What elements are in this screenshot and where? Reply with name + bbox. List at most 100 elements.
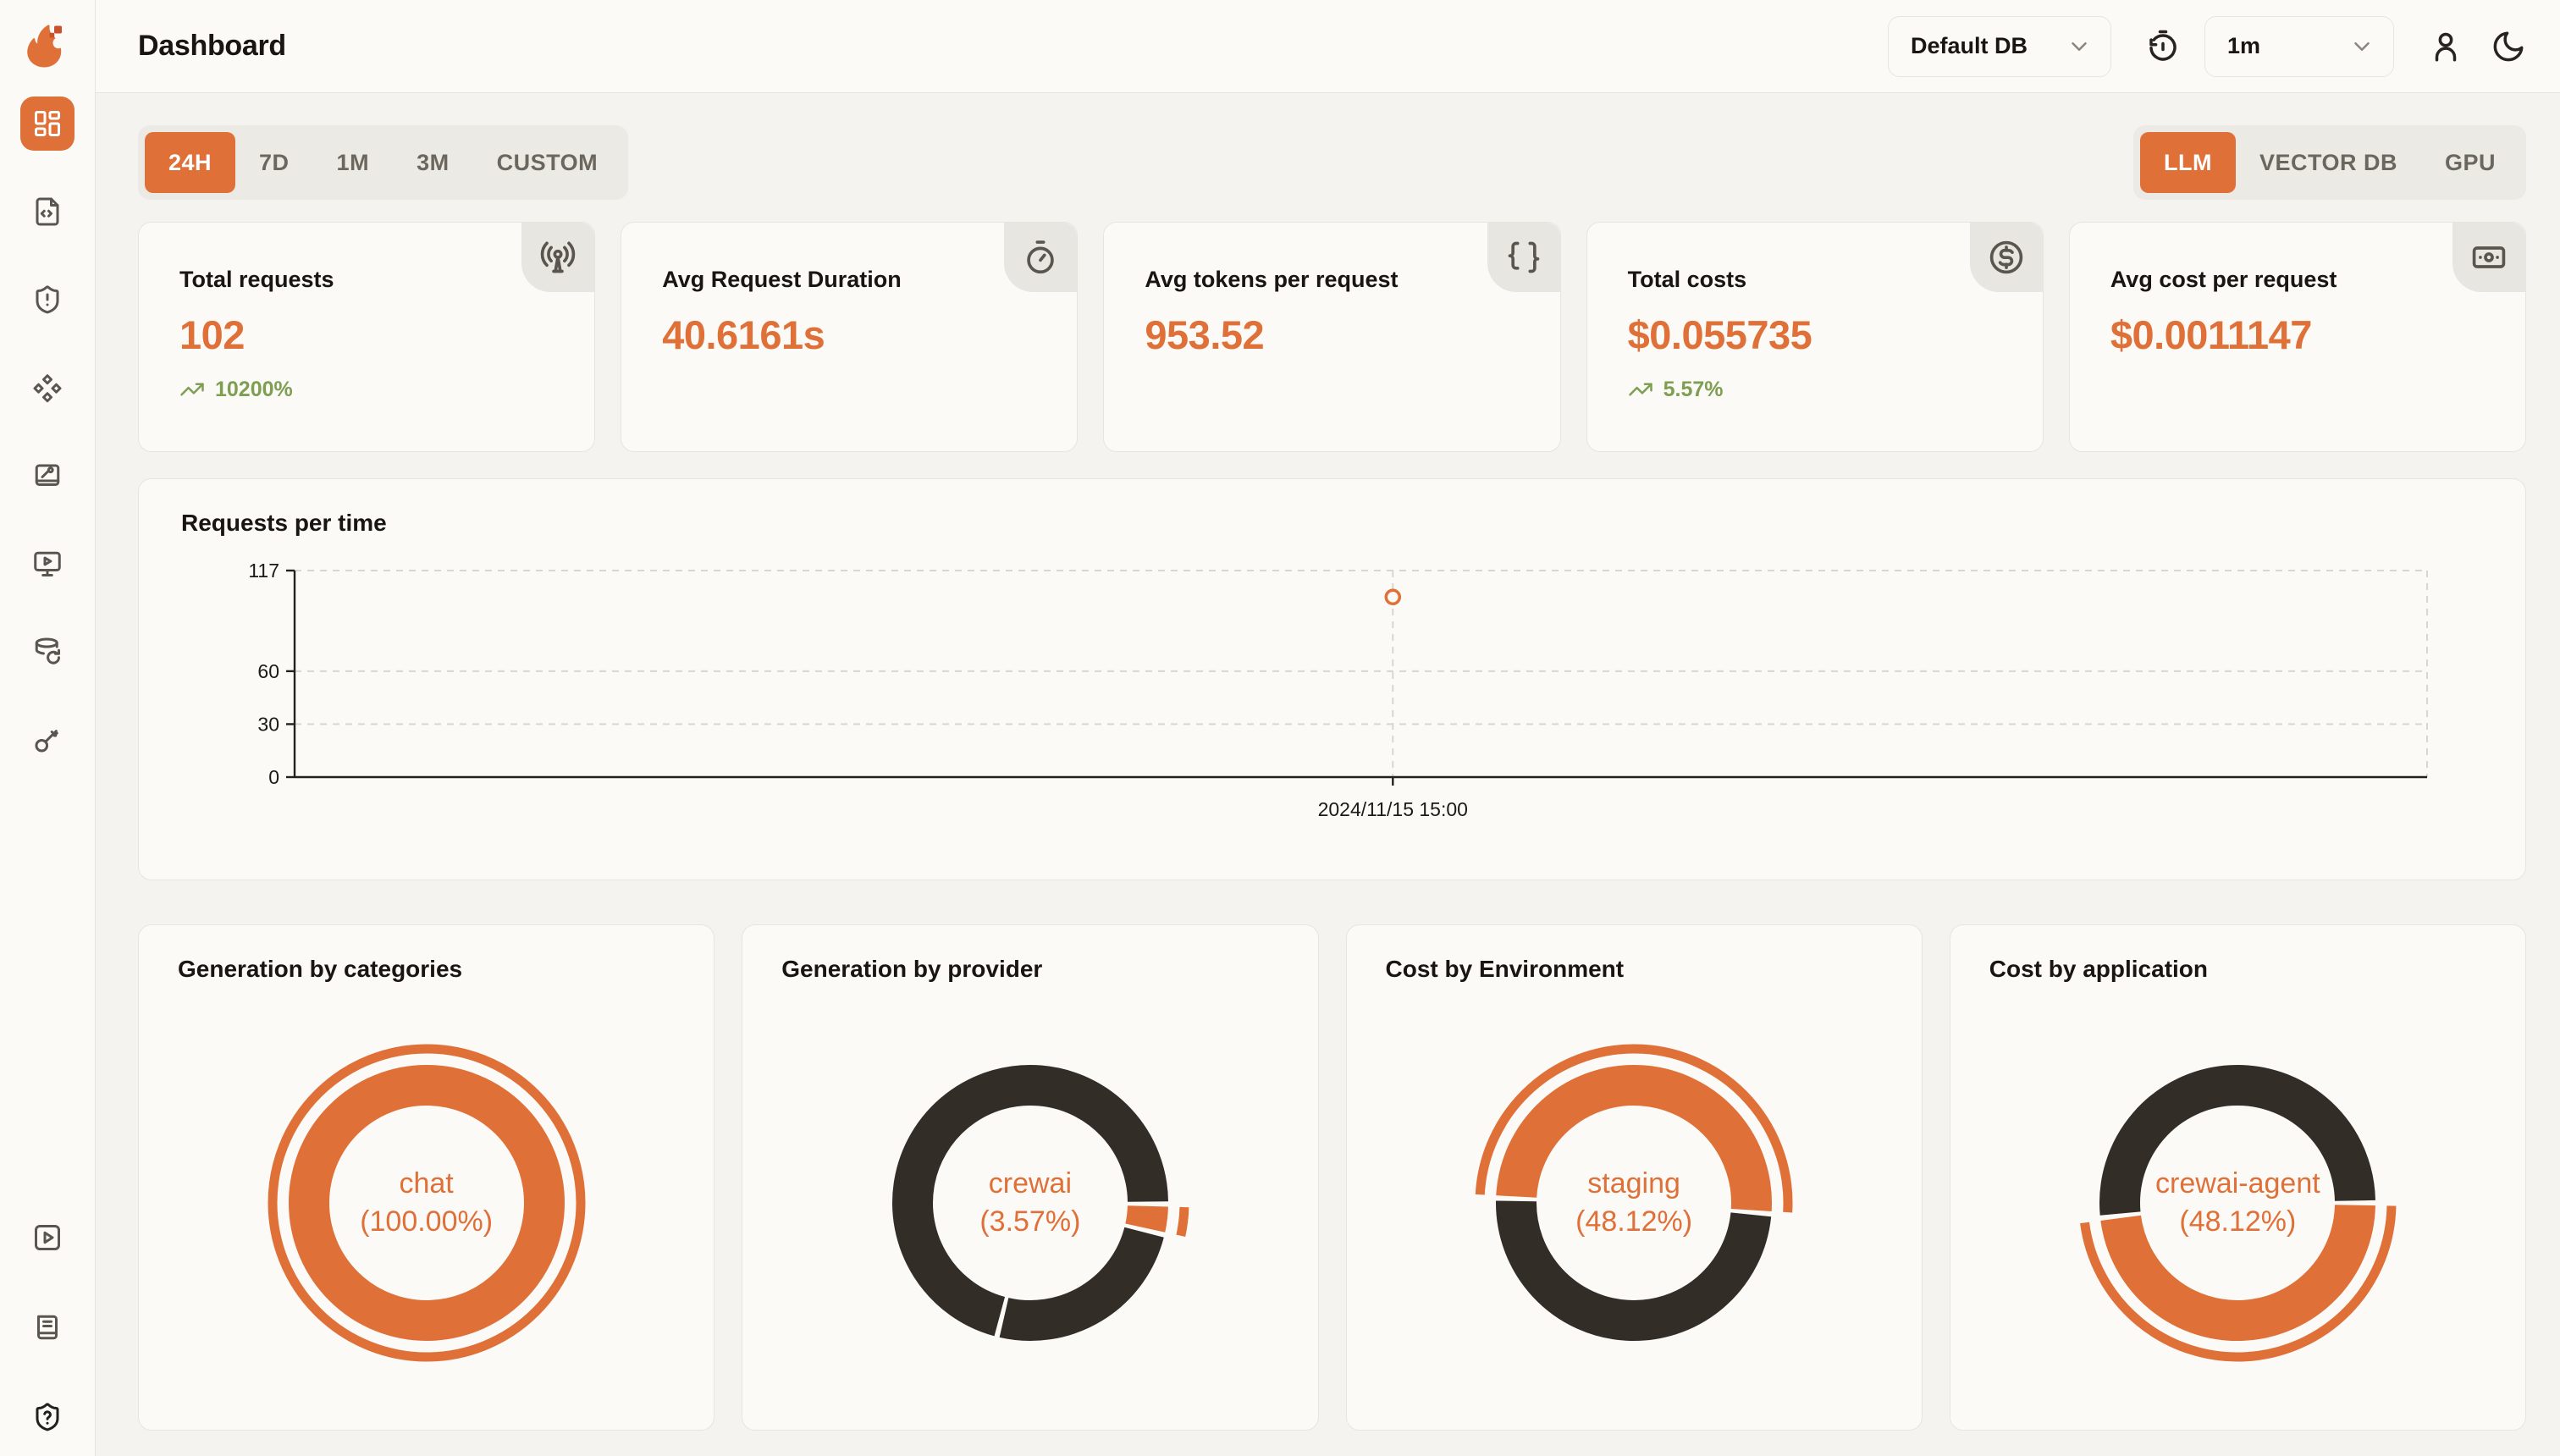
sidebar-item-evaluations[interactable]	[20, 449, 74, 503]
stat-card-total-costs: Total costs $0.055735 5.57%	[1586, 222, 2044, 452]
chevron-down-icon	[2354, 41, 2370, 51]
stat-trend: 10200%	[179, 377, 577, 402]
donut-chart-application: crewai-agent (48.12%)	[2060, 1025, 2415, 1381]
stat-card-avg-duration: Avg Request Duration 40.6161s	[621, 222, 1079, 452]
stat-value: $0.055735	[1627, 312, 1812, 357]
stat-value: $0.0011147	[2110, 312, 2313, 357]
user-menu-button[interactable]	[2428, 29, 2463, 64]
stat-value: 953.52	[1145, 312, 1265, 357]
header: Dashboard Default DB 1m	[96, 0, 2560, 93]
chevron-down-icon	[2072, 41, 2087, 51]
header-controls: Default DB 1m	[1888, 15, 2526, 77]
donut-svg	[268, 1044, 586, 1362]
trending-up-icon	[180, 383, 204, 396]
donut-card-categories: Generation by categories chat (100.00%)	[138, 924, 715, 1431]
requests-line-chart: 0 30 60 117 2024/11/15 15:00	[248, 560, 2428, 820]
tab-custom[interactable]: CUSTOM	[473, 132, 622, 193]
stat-card-total-requests: Total requests 102 10200%	[138, 222, 596, 452]
stat-trend-value: 5.57%	[1663, 377, 1724, 401]
svg-text:30: 30	[257, 713, 279, 735]
timer-reset-icon	[2149, 30, 2177, 61]
sidebar-item-dashboard[interactable]	[20, 97, 74, 151]
svg-text:117: 117	[248, 560, 279, 582]
sidebar	[0, 0, 96, 1456]
database-selector[interactable]: Default DB	[1888, 15, 2111, 77]
tab-1m[interactable]: 1M	[313, 132, 394, 193]
tab-vector-db[interactable]: VECTOR DB	[2236, 132, 2421, 193]
time-range-tabs: 24H 7D 1M 3M CUSTOM	[138, 125, 629, 200]
sidebar-item-integrations[interactable]	[20, 361, 74, 415]
donut-chart-provider: crewai (3.57%)	[852, 1025, 1208, 1381]
main-content: 24H 7D 1M 3M CUSTOM LLM VECTOR DB GPU To…	[96, 93, 2560, 1456]
chart-title: Requests per time	[181, 510, 387, 536]
donut-title: Generation by provider	[781, 956, 1043, 982]
book-icon	[37, 1315, 58, 1340]
stat-label: Avg cost per request	[2110, 267, 2337, 292]
moon-icon	[2493, 31, 2524, 61]
stat-value: 102	[179, 312, 245, 357]
tab-24h[interactable]: 24H	[145, 132, 236, 193]
donut-title: Generation by categories	[178, 956, 463, 982]
donut-svg	[1475, 1044, 1793, 1341]
sidebar-nav	[20, 97, 74, 767]
donut-card-application: Cost by application crewai-agent (48.12%…	[1949, 924, 2526, 1431]
square-play-icon	[35, 1225, 60, 1250]
donut-card-environment: Cost by Environment staging (48.12%)	[1345, 924, 1923, 1431]
tab-7d[interactable]: 7D	[235, 132, 313, 193]
layout-dashboard-icon	[35, 111, 60, 136]
stat-value: 40.6161s	[662, 312, 825, 357]
radio-tower-icon	[521, 223, 595, 292]
refresh-timer-button[interactable]	[2145, 29, 2181, 64]
monitor-play-icon	[34, 551, 61, 576]
timer-icon	[1004, 223, 1078, 292]
sidebar-item-exceptions[interactable]	[20, 273, 74, 327]
database-selector-value: Default DB	[1911, 33, 2028, 58]
stat-label: Total costs	[1627, 267, 1747, 292]
donut-title: Cost by application	[1989, 956, 2208, 982]
svg-text:60: 60	[257, 660, 279, 682]
banknote-icon	[2452, 223, 2526, 292]
interval-selector-value: 1m	[2227, 33, 2261, 58]
sidebar-item-database[interactable]	[20, 625, 74, 679]
sidebar-item-api-keys[interactable]	[20, 713, 74, 767]
sidebar-item-requests[interactable]	[20, 185, 74, 239]
database-backup-icon	[35, 637, 60, 665]
tab-3m[interactable]: 3M	[393, 132, 473, 193]
interval-selector[interactable]: 1m	[2204, 15, 2394, 77]
sidebar-item-playground[interactable]	[20, 537, 74, 591]
stat-card-avg-cost: Avg cost per request $0.0011147	[2068, 222, 2527, 452]
page-title: Dashboard	[138, 30, 286, 62]
tab-gpu[interactable]: GPU	[2421, 132, 2519, 193]
app-logo-flame-icon	[22, 20, 73, 73]
user-icon	[2435, 32, 2457, 61]
tab-llm[interactable]: LLM	[2139, 132, 2236, 193]
sidebar-item-getting-started[interactable]	[20, 1211, 74, 1265]
donut-svg	[2080, 1065, 2397, 1362]
key-icon	[35, 730, 58, 753]
donuts-row: Generation by categories chat (100.00%) …	[138, 924, 2526, 1431]
donut-chart-environment: staging (48.12%)	[1456, 1025, 1812, 1381]
file-code-icon	[36, 197, 59, 226]
svg-text:2024/11/15 15:00: 2024/11/15 15:00	[1318, 798, 1468, 820]
requests-chart-card: Requests per time 0 30 60 117 2024/11/15 15:…	[138, 478, 2526, 880]
sidebar-bottom	[20, 1211, 74, 1444]
dark-mode-toggle[interactable]	[2491, 29, 2526, 64]
donut-svg	[891, 1065, 1189, 1341]
stat-trend-value: 10200%	[215, 377, 293, 401]
donut-chart-categories: chat (100.00%)	[249, 1025, 604, 1381]
svg-text:0: 0	[268, 766, 279, 788]
category-tabs: LLM VECTOR DB GPU	[2132, 125, 2526, 200]
sidebar-item-support[interactable]	[20, 1390, 74, 1444]
stat-label: Avg tokens per request	[1145, 267, 1399, 292]
trending-up-icon	[1628, 383, 1652, 396]
filter-tabs-row: 24H 7D 1M 3M CUSTOM LLM VECTOR DB GPU	[138, 125, 2526, 200]
stat-trend: 5.57%	[1628, 377, 2026, 402]
shield-question-icon	[36, 1403, 59, 1431]
sidebar-item-docs[interactable]	[20, 1300, 74, 1354]
donut-title: Cost by Environment	[1385, 956, 1625, 982]
donut-card-provider: Generation by provider crewai (3.57%)	[742, 924, 1319, 1431]
board-trend-icon	[35, 464, 60, 486]
stats-row: Total requests 102 10200% Avg Request Du…	[138, 222, 2527, 452]
stat-label: Total requests	[179, 267, 334, 292]
stat-card-avg-tokens: Avg tokens per request 953.52	[1103, 222, 1561, 452]
